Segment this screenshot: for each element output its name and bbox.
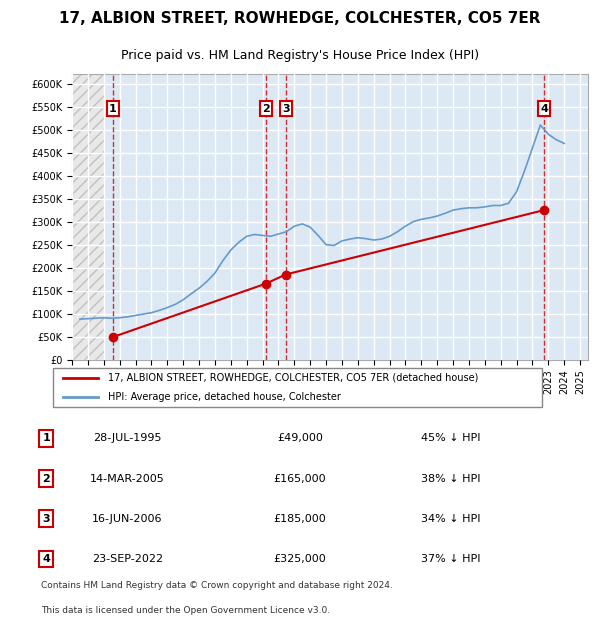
Text: 3: 3 [282, 104, 290, 113]
Text: 3: 3 [43, 514, 50, 524]
Text: Contains HM Land Registry data © Crown copyright and database right 2024.: Contains HM Land Registry data © Crown c… [41, 581, 392, 590]
Text: 1: 1 [43, 433, 50, 443]
Bar [72, 74, 104, 360]
Text: 4: 4 [540, 104, 548, 113]
Text: 1: 1 [109, 104, 116, 113]
Text: 17, ALBION STREET, ROWHEDGE, COLCHESTER, CO5 7ER: 17, ALBION STREET, ROWHEDGE, COLCHESTER,… [59, 11, 541, 26]
Text: 4: 4 [42, 554, 50, 564]
Text: 37% ↓ HPI: 37% ↓ HPI [421, 554, 481, 564]
Text: 34% ↓ HPI: 34% ↓ HPI [421, 514, 481, 524]
Text: HPI: Average price, detached house, Colchester: HPI: Average price, detached house, Colc… [109, 392, 341, 402]
Text: 38% ↓ HPI: 38% ↓ HPI [421, 474, 481, 484]
Text: 16-JUN-2006: 16-JUN-2006 [92, 514, 163, 524]
Text: £165,000: £165,000 [274, 474, 326, 484]
Text: £185,000: £185,000 [274, 514, 326, 524]
Text: 14-MAR-2005: 14-MAR-2005 [90, 474, 164, 484]
Text: 45% ↓ HPI: 45% ↓ HPI [421, 433, 481, 443]
Text: 2: 2 [43, 474, 50, 484]
Text: £325,000: £325,000 [274, 554, 326, 564]
Text: 23-SEP-2022: 23-SEP-2022 [92, 554, 163, 564]
Text: 17, ALBION STREET, ROWHEDGE, COLCHESTER, CO5 7ER (detached house): 17, ALBION STREET, ROWHEDGE, COLCHESTER,… [109, 373, 479, 383]
FancyBboxPatch shape [53, 368, 542, 407]
Text: This data is licensed under the Open Government Licence v3.0.: This data is licensed under the Open Gov… [41, 606, 330, 614]
Text: 28-JUL-1995: 28-JUL-1995 [93, 433, 161, 443]
Text: Price paid vs. HM Land Registry's House Price Index (HPI): Price paid vs. HM Land Registry's House … [121, 50, 479, 62]
Text: 2: 2 [262, 104, 269, 113]
Text: £49,000: £49,000 [277, 433, 323, 443]
